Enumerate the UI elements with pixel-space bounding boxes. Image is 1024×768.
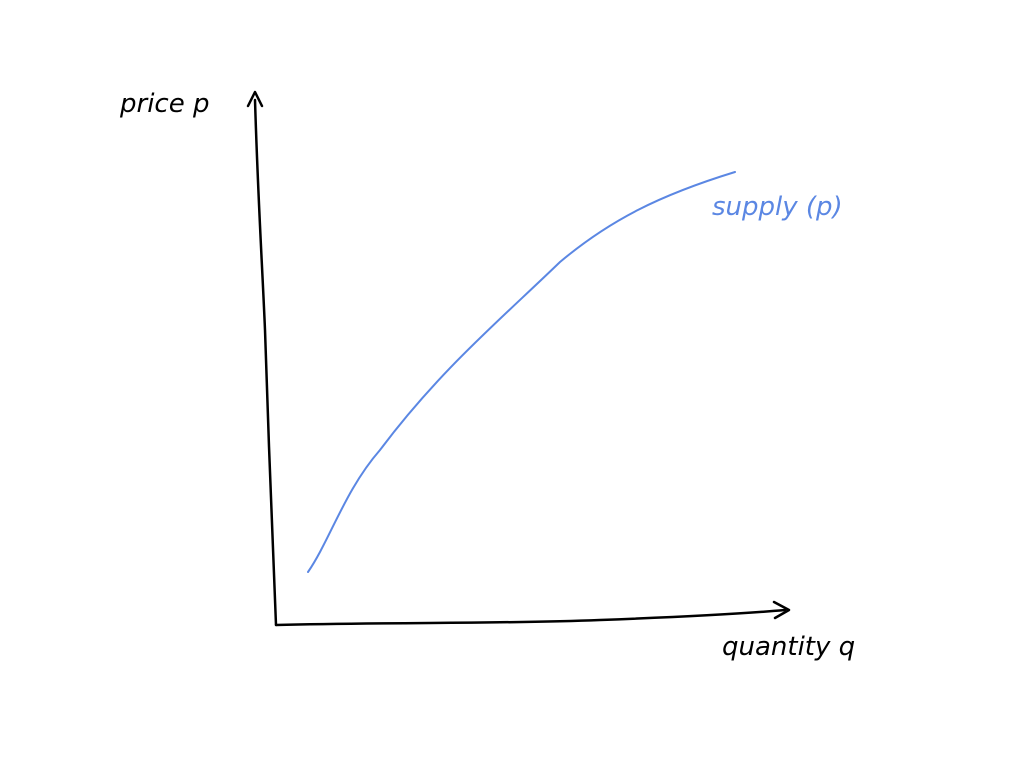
quantity-axis — [274, 608, 787, 627]
price-axis — [253, 98, 278, 627]
supply-curve — [307, 171, 736, 573]
quantity-axis-label: quantity q — [722, 632, 855, 662]
quantity-axis-arrowhead — [772, 600, 791, 620]
price-axis-arrowhead — [246, 90, 264, 108]
supply-curve-label: supply (p) — [712, 192, 843, 222]
price-axis-label: price p — [119, 89, 209, 119]
